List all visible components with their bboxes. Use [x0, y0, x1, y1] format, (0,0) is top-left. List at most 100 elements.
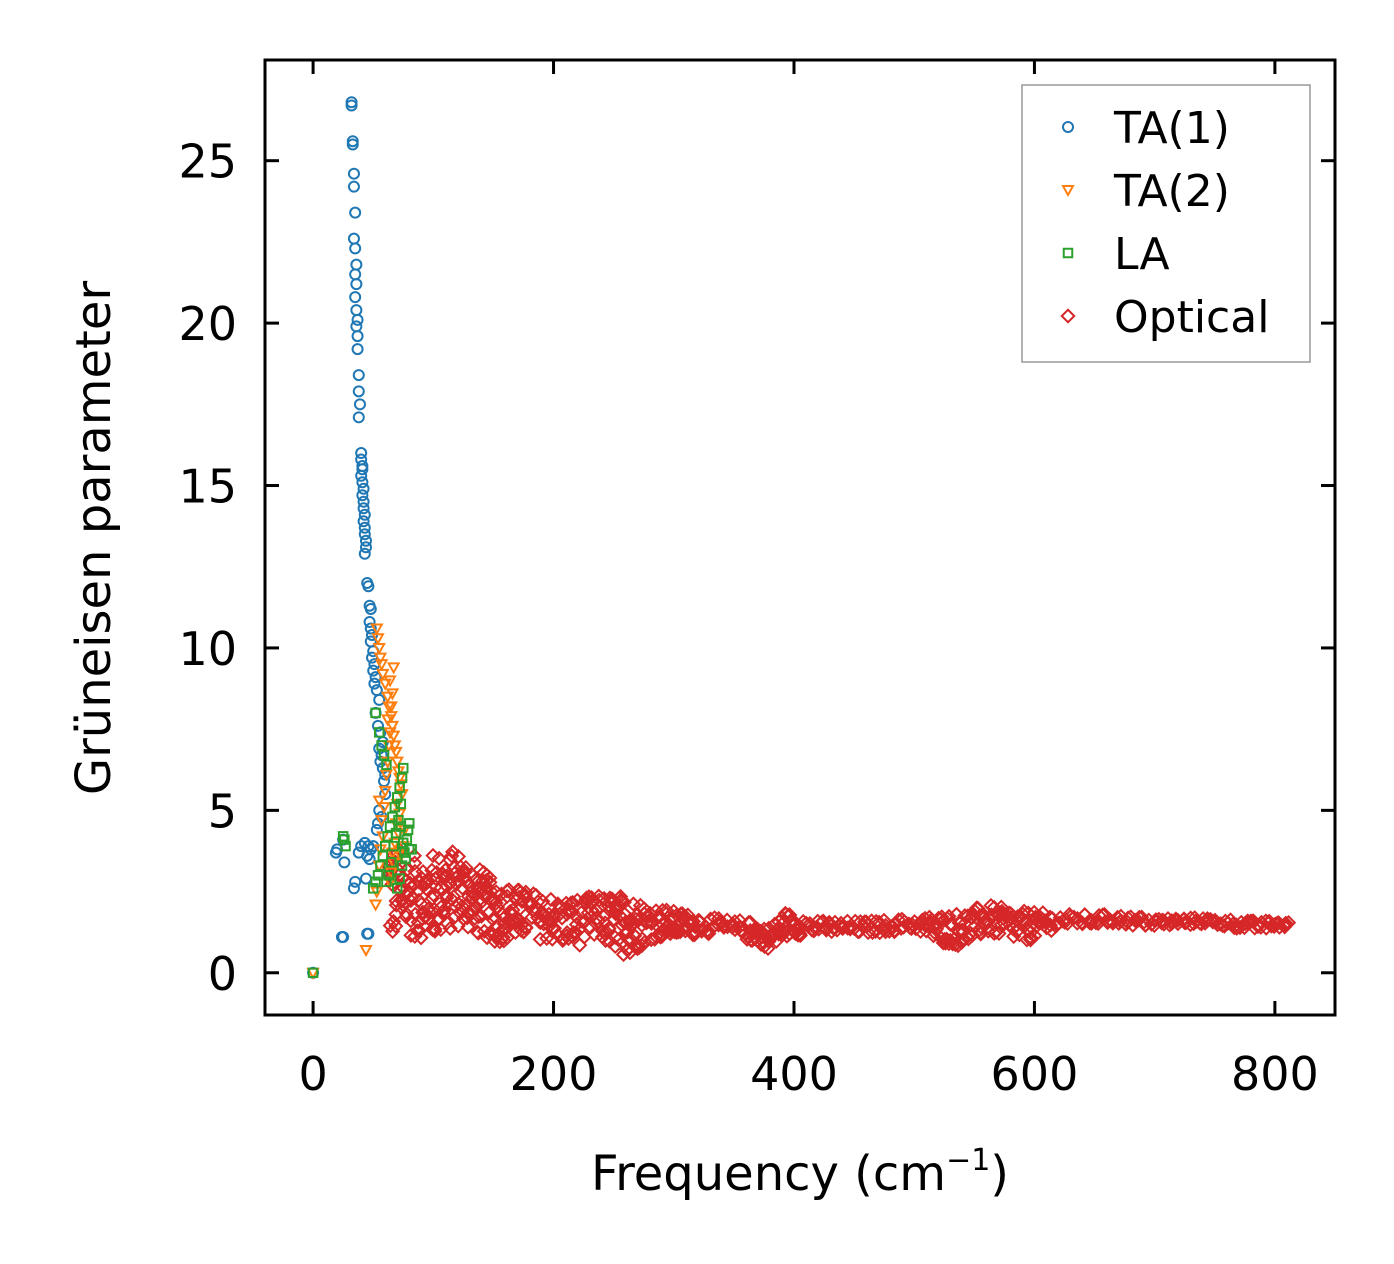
optical-point: [998, 909, 1015, 925]
optical-point: [1280, 914, 1297, 931]
ta1-point: [357, 482, 370, 495]
la-point: [375, 860, 386, 871]
optical-point: [409, 923, 425, 939]
optical-point: [833, 915, 849, 931]
optical-point: [648, 929, 664, 945]
scatter-markers: [306, 96, 1297, 980]
optical-point: [932, 911, 949, 927]
la-point: [391, 883, 403, 894]
la-point: [400, 853, 411, 865]
optical-point: [568, 925, 584, 941]
optical-point: [842, 919, 859, 936]
optical-point: [544, 931, 560, 947]
x-tick-label: 600: [991, 1047, 1079, 1101]
optical-point: [1022, 932, 1039, 948]
optical-point: [488, 895, 504, 911]
ta1-point: [352, 369, 365, 382]
ta1-point: [338, 856, 351, 869]
optical-point: [774, 927, 790, 944]
la-point: [398, 762, 409, 774]
x-tick-label: 200: [510, 1047, 598, 1101]
optical-point: [425, 887, 442, 903]
optical-point: [629, 907, 645, 923]
optical-point: [868, 913, 884, 930]
optical-point: [1069, 915, 1085, 931]
ta1-point: [369, 671, 382, 684]
la-point: [404, 818, 415, 829]
optical-point: [411, 923, 427, 939]
optical-point: [481, 905, 497, 921]
ta1-point: [347, 882, 360, 895]
ta1-point: [373, 693, 386, 706]
ta1-point: [362, 580, 375, 593]
optical-point: [643, 906, 659, 923]
optical-point: [420, 901, 437, 917]
optical-point: [860, 924, 876, 941]
legend-label: TA(2): [1113, 166, 1230, 217]
ta1-point: [357, 515, 370, 528]
optical-point: [1164, 915, 1180, 932]
ta2-point: [359, 945, 373, 958]
axes: 0 200 400 600 800 0 5 10 15 20 25: [178, 58, 1337, 1101]
optical-point: [543, 891, 559, 908]
ta2-point: [378, 785, 392, 798]
optical-point: [384, 923, 401, 939]
ta1-point: [358, 508, 371, 521]
legend-item: TA(2): [1061, 166, 1230, 217]
ta1-point: [359, 872, 372, 885]
ta1-point: [351, 343, 364, 356]
optical-point: [439, 915, 455, 931]
optical-point: [434, 905, 450, 921]
optical-point: [756, 938, 773, 955]
x-axis-title-superscript: −1: [946, 1143, 990, 1178]
la-point: [307, 967, 319, 979]
ta2-point: [371, 633, 385, 646]
optical-point: [442, 876, 458, 892]
legend: TA(1) TA(2) LA Optical: [1021, 84, 1311, 363]
optical-point: [518, 920, 534, 936]
la-point: [367, 883, 379, 894]
ta2-point: [370, 623, 384, 636]
ta1-point: [370, 823, 383, 836]
ta1-point: [350, 304, 363, 317]
optical-point: [943, 916, 960, 932]
ta1-point: [353, 398, 366, 411]
optical-point: [852, 914, 869, 930]
optical-point: [438, 890, 455, 906]
optical-point: [612, 888, 629, 905]
ta1-point: [352, 385, 365, 398]
ta2-point: [385, 688, 400, 701]
optical-point: [564, 894, 581, 911]
ta1-point: [356, 489, 369, 502]
ta1-point: [352, 411, 365, 424]
ta1-point: [346, 138, 359, 151]
la-point: [406, 844, 417, 855]
optical-point: [810, 913, 826, 929]
legend-label: LA: [1114, 229, 1170, 280]
ta2-point: [389, 746, 403, 759]
ta1-point: [368, 677, 381, 690]
la-point: [387, 811, 398, 823]
legend-item: LA: [1062, 229, 1170, 280]
legend-item: Optical: [1060, 292, 1269, 343]
legend-item: TA(1): [1062, 103, 1230, 154]
ta1-point: [362, 840, 375, 853]
optical-point: [774, 910, 790, 926]
optical-point: [1127, 912, 1144, 929]
ta1-point: [356, 476, 369, 489]
optical-point: [960, 931, 977, 947]
ta1-point: [358, 521, 371, 534]
la-point: [370, 707, 381, 719]
optical-point: [428, 878, 444, 895]
ta2-point: [386, 662, 401, 675]
ta2-point: [390, 756, 404, 769]
optical-point: [1239, 913, 1256, 929]
la-point: [388, 840, 399, 852]
optical-point: [979, 913, 995, 930]
optical-point: [986, 925, 1002, 941]
optical-point: [699, 922, 716, 938]
ta1-point: [351, 330, 364, 343]
optical-point: [442, 920, 458, 937]
ta1-point: [372, 719, 385, 732]
optical-point: [806, 923, 822, 939]
